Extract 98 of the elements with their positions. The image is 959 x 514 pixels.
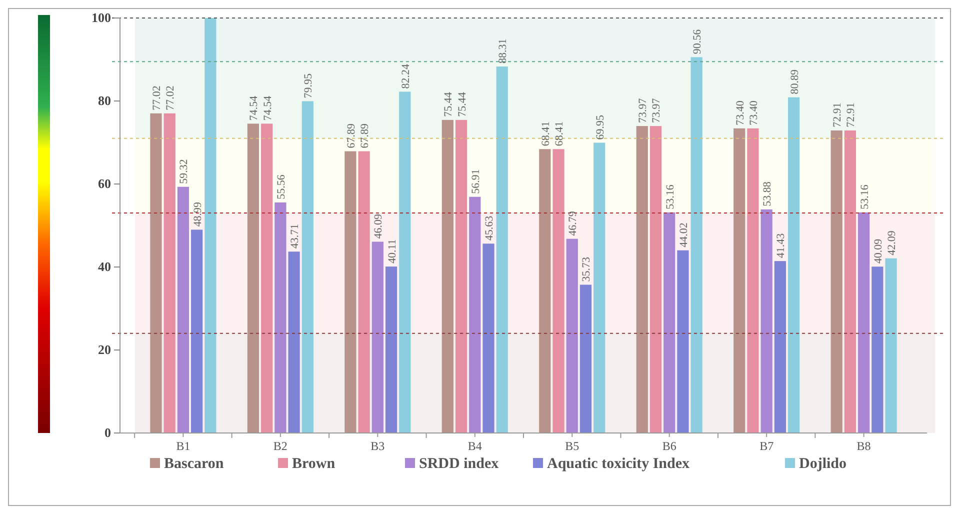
data-label: 82.24: [400, 63, 412, 89]
y-tick-label: 0: [104, 425, 111, 440]
data-label: 77.02: [150, 86, 163, 110]
y-tick-label: 100: [92, 10, 111, 26]
bar: [482, 244, 494, 433]
x-tick-label: B2: [273, 439, 288, 453]
bar: [372, 242, 384, 433]
x-tick-label: B4: [468, 439, 482, 453]
legend-label: Dojlido: [799, 456, 847, 472]
data-label: 68.41: [554, 121, 566, 146]
bar: [150, 113, 162, 433]
bar: [469, 196, 481, 433]
bar: [455, 120, 468, 433]
x-tick-label: B5: [565, 439, 580, 453]
data-label: 44.02: [678, 222, 690, 248]
x-tick-label: B8: [856, 439, 871, 453]
data-label: 53.88: [762, 181, 774, 206]
bar: [788, 97, 800, 433]
bar: [288, 252, 300, 433]
y-tick-label: 80: [98, 93, 111, 108]
data-label: 72.91: [832, 102, 844, 128]
data-label: 55.56: [275, 174, 288, 200]
bar: [636, 126, 648, 433]
data-label: 75.44: [442, 92, 455, 117]
bar: [204, 18, 216, 433]
bar: [274, 202, 286, 433]
data-label: 74.54: [262, 95, 274, 121]
bar: [442, 120, 454, 433]
data-label: 73.97: [650, 98, 663, 124]
legend-label: Bascaron: [164, 456, 224, 472]
bar: [247, 124, 260, 433]
data-label: 35.73: [580, 256, 593, 282]
data-label: 43.71: [289, 224, 302, 249]
data-label: 46.79: [567, 210, 580, 236]
legend-label: SRDD index: [419, 456, 500, 472]
data-label: 45.63: [484, 215, 496, 241]
data-label: 77.02: [164, 86, 177, 110]
legend-label: Brown: [292, 456, 336, 472]
bar: [580, 284, 592, 433]
bar: [858, 212, 870, 433]
legend-label: Aquatic toxicity Index: [547, 456, 690, 472]
x-tick-label: B6: [662, 439, 676, 453]
bar: [844, 130, 856, 433]
y-tick-label: 20: [98, 342, 111, 358]
data-label: 73.40: [748, 100, 760, 126]
bar: [747, 128, 759, 433]
data-label: 59.32: [178, 159, 190, 184]
bar: [177, 186, 190, 433]
bar: [399, 92, 411, 433]
data-label: 53.16: [664, 184, 676, 210]
bar: [774, 261, 786, 433]
data-label: 41.43: [775, 232, 788, 258]
bar: [664, 212, 676, 433]
bar: [261, 124, 273, 433]
bar: [566, 238, 578, 433]
y-tick-label: 40: [98, 259, 111, 274]
y-tick-label: 60: [98, 176, 111, 192]
bar: [872, 266, 884, 433]
data-label: 80.89: [788, 69, 801, 94]
bar: [885, 258, 897, 433]
data-label: 72.91: [845, 102, 858, 128]
data-label: 40.09: [872, 238, 884, 264]
data-label: 68.41: [540, 121, 552, 146]
data-label: 40.11: [386, 239, 398, 264]
bar: [677, 250, 689, 433]
bar: [191, 230, 203, 433]
data-label: 75.44: [456, 92, 468, 117]
bar: [385, 266, 398, 433]
bar: [496, 66, 508, 433]
data-label: 79.95: [302, 72, 315, 98]
bar: [830, 130, 842, 433]
data-label: 74.54: [248, 95, 260, 121]
bar: [358, 151, 370, 433]
data-label: 73.40: [734, 100, 746, 126]
data-label: 48.99: [192, 201, 204, 227]
x-tick-label: B3: [370, 439, 385, 453]
x-tick-label: B1: [176, 439, 190, 453]
bar: [552, 149, 564, 433]
bar: [650, 126, 662, 433]
data-label: 53.16: [858, 184, 871, 210]
bar: [734, 128, 746, 433]
data-label: 56.91: [470, 169, 482, 194]
data-label: 69.95: [594, 114, 606, 140]
bar: [594, 142, 606, 433]
bar: [760, 209, 772, 433]
bar: [302, 101, 314, 433]
bar: [690, 57, 702, 433]
data-label: 67.89: [345, 123, 358, 148]
bar: [344, 151, 356, 433]
data-label: 42.09: [886, 230, 898, 256]
data-label: 90.56: [692, 28, 704, 54]
bar: [164, 113, 176, 433]
data-label: 88.31: [497, 38, 510, 64]
data-label: 46.09: [372, 213, 385, 239]
data-label: 67.89: [359, 123, 372, 148]
x-tick-label: B7: [760, 439, 774, 453]
data-label: 73.97: [637, 98, 650, 124]
bar: [539, 149, 551, 433]
